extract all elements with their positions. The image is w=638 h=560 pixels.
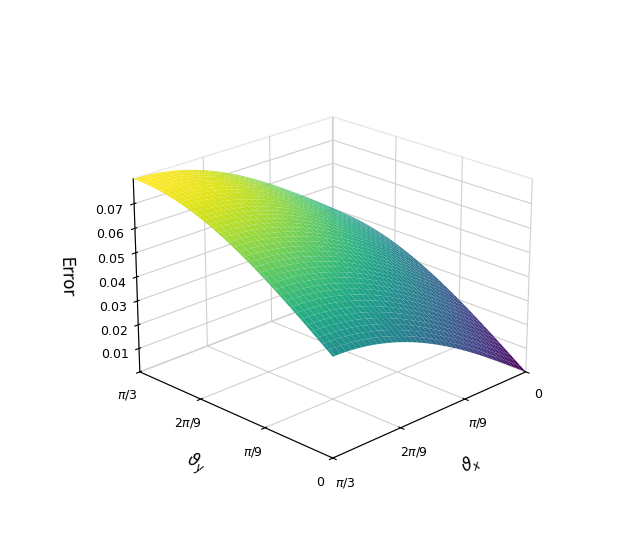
Y-axis label: $\vartheta_y$: $\vartheta_y$ bbox=[182, 449, 209, 479]
X-axis label: $\vartheta_x$: $\vartheta_x$ bbox=[457, 450, 484, 477]
